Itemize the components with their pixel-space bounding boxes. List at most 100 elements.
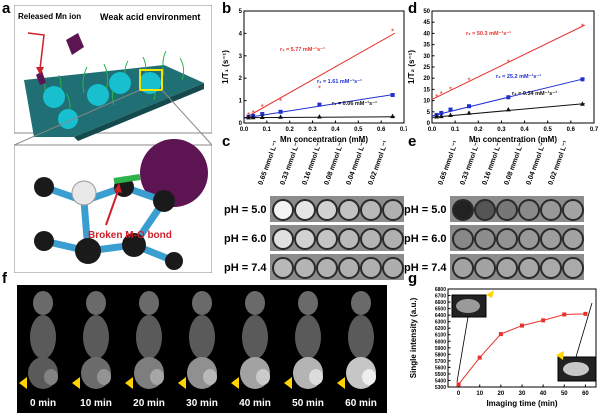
mri-frame: 20 min bbox=[123, 285, 175, 413]
tumor-arrow bbox=[231, 377, 239, 389]
inset-early-body bbox=[456, 299, 480, 313]
mri-well bbox=[496, 199, 518, 221]
y-tick-label: 5500 bbox=[435, 372, 446, 378]
x-axis-label: Mn concentration (mM) bbox=[280, 135, 368, 144]
mri-frame: 40 min bbox=[229, 285, 281, 413]
mouse-thorax bbox=[348, 315, 374, 359]
y-tick-label: 25 bbox=[423, 65, 430, 71]
mouse-scan bbox=[337, 291, 376, 389]
chart-d: 0.0 0.1 0.2 0.3 0.4 0.5 0.6 0.7 0 5 10 15 20 25 30 35 40… bbox=[408, 9, 598, 144]
released-mn-label: Released Mn ion bbox=[18, 12, 82, 21]
data-point: * bbox=[467, 76, 470, 85]
mri-well bbox=[360, 199, 382, 221]
mri-frame: 10 min bbox=[70, 285, 122, 413]
broken-bond-label: Broken M-O bond bbox=[88, 230, 172, 241]
data-point bbox=[506, 95, 511, 100]
oxygen-atom bbox=[71, 180, 97, 206]
fit-line bbox=[431, 24, 585, 100]
data-point: * bbox=[435, 93, 438, 102]
x-tick-label: 0.6 bbox=[377, 127, 386, 133]
bond-arrow bbox=[105, 190, 119, 226]
mri-well bbox=[338, 257, 360, 279]
x-tick-label: 20 bbox=[498, 391, 505, 397]
x-tick-label: 0.0 bbox=[240, 127, 249, 133]
x-tick-label: 10 bbox=[476, 391, 483, 397]
mri-well bbox=[518, 228, 540, 250]
mri-well bbox=[474, 257, 496, 279]
fit-line bbox=[243, 32, 396, 119]
tumor-arrow bbox=[284, 377, 292, 389]
mouse-head bbox=[351, 291, 371, 315]
panel-label-b: b bbox=[222, 0, 232, 17]
x-tick-label: 0.2 bbox=[474, 127, 483, 133]
time-label: 50 min bbox=[292, 398, 324, 409]
y-tick-label: 5300 bbox=[435, 385, 446, 391]
mri-well bbox=[452, 228, 474, 250]
mouse-scan bbox=[72, 291, 111, 389]
data-point bbox=[505, 106, 511, 112]
x-tick-label: 40 bbox=[540, 391, 547, 397]
data-point: * bbox=[449, 85, 452, 94]
mouse-scan bbox=[125, 291, 164, 389]
mri-well bbox=[562, 199, 584, 221]
data-point bbox=[439, 110, 444, 115]
conc-label: 0.02 mmol L⁻¹ bbox=[547, 139, 570, 186]
ph-label: pH = 6.0 bbox=[224, 233, 267, 245]
data-point bbox=[583, 311, 588, 316]
data-point bbox=[390, 93, 395, 97]
ph-label: pH = 7.4 bbox=[404, 262, 447, 274]
y-tick-label: 6100 bbox=[435, 333, 446, 339]
y-axis-label: 1/T₁ (s⁻¹) bbox=[222, 50, 230, 84]
data-point: * bbox=[261, 103, 264, 112]
zoom-line-left bbox=[14, 89, 141, 146]
y-axis-label: Single intensity (a.u.) bbox=[409, 297, 418, 378]
data-point bbox=[520, 323, 524, 328]
y-tick-label: 20 bbox=[423, 76, 430, 82]
time-label: 30 min bbox=[186, 398, 218, 409]
data-point bbox=[541, 318, 546, 323]
mouse-thorax bbox=[30, 315, 56, 359]
conc-label: 0.65 mmol L⁻¹ bbox=[257, 139, 280, 186]
mri-well bbox=[540, 199, 562, 221]
data-point bbox=[438, 113, 444, 119]
chart-g: 0 10 20 30 40 50 60 530054005500560057005800590… bbox=[409, 287, 597, 408]
conc-label: 0.33 mmol L⁻¹ bbox=[459, 139, 482, 186]
mri-frame: 50 min bbox=[282, 285, 334, 413]
well-row bbox=[450, 196, 584, 222]
y-tick-label: 6300 bbox=[435, 320, 446, 326]
tumor-arrow bbox=[337, 377, 345, 389]
released-mn-ion-2 bbox=[36, 71, 46, 85]
x-tick-label: 0.5 bbox=[354, 127, 363, 133]
nanosheet-edge bbox=[74, 83, 204, 141]
conc-label: 0.08 mmol L⁻¹ bbox=[323, 139, 346, 186]
nanoparticle-2 bbox=[87, 84, 109, 106]
panel-label-e: e bbox=[408, 133, 417, 150]
mri-well bbox=[316, 228, 338, 250]
y-tick-label: 3 bbox=[239, 54, 243, 60]
tumor-region bbox=[97, 369, 111, 385]
well-row bbox=[270, 196, 404, 222]
x-tick-label: 30 bbox=[519, 391, 526, 397]
y-tick-label: 6200 bbox=[435, 326, 446, 332]
panel-c: 0.65 mmol L⁻¹ 0.33 mmol L⁻¹ 0.16 mmol L⁻¹ 0… bbox=[224, 139, 404, 280]
x-tick-label: 0.3 bbox=[308, 127, 317, 133]
conc-label: 0.65 mmol L⁻¹ bbox=[437, 139, 460, 186]
mri-well bbox=[272, 257, 294, 279]
y-tick-label: 0 bbox=[239, 121, 243, 127]
panel-a-schematic bbox=[14, 5, 212, 273]
mri-well bbox=[518, 199, 540, 221]
conc-label: 0.16 mmol L⁻¹ bbox=[301, 139, 324, 186]
time-label: 0 min bbox=[29, 398, 57, 409]
data-point bbox=[477, 355, 482, 360]
tumor-region bbox=[44, 369, 58, 385]
time-label: 20 min bbox=[133, 398, 165, 409]
series-label: r₁ = 1.61 mM⁻¹s⁻¹ bbox=[317, 78, 362, 85]
released-arrow bbox=[27, 32, 45, 70]
time-label: 40 min bbox=[239, 398, 271, 409]
mouse-thorax bbox=[242, 315, 268, 359]
y-tick-label: 15 bbox=[423, 87, 430, 93]
data-point: * bbox=[279, 97, 282, 106]
x-tick-label: 0.0 bbox=[428, 127, 437, 133]
y-tick-label: 5700 bbox=[435, 359, 446, 365]
mri-well bbox=[382, 199, 404, 221]
